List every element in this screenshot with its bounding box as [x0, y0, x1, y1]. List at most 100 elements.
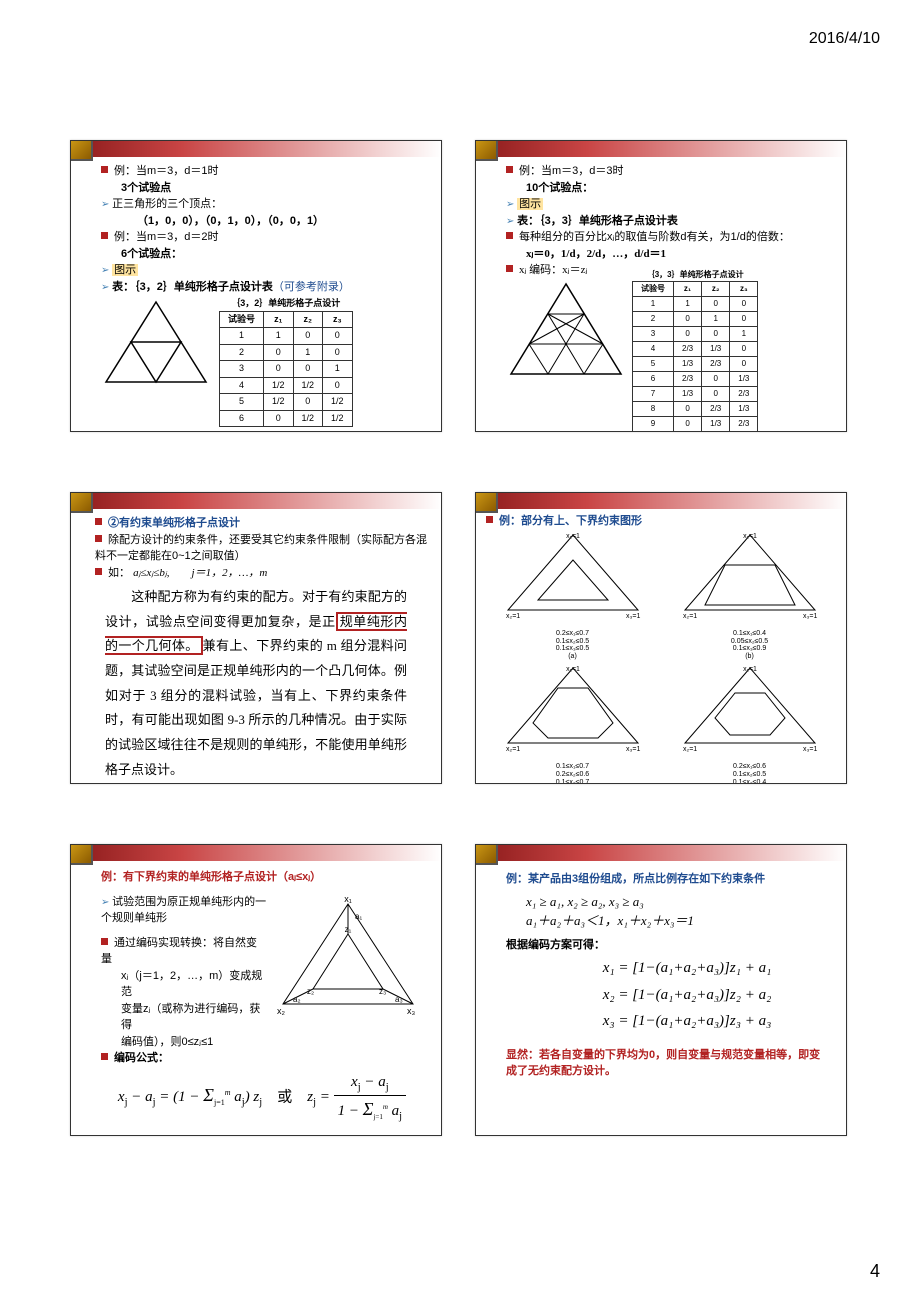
- design-table-33: 试验号z₁z₂z₃ 1100 2010 3001 42/31/30 51/32/…: [632, 281, 758, 433]
- line: 3个试验点: [121, 180, 423, 197]
- table-wrap: ｛3，3｝单纯形格子点设计 试验号z₁z₂z₃ 1100 2010 3001 4…: [632, 269, 758, 433]
- table-row: 41/21/20: [220, 377, 353, 394]
- table-row: 2010: [220, 344, 353, 361]
- line: 例：当m＝3，d＝1时: [101, 163, 423, 180]
- slide-body: ②有约束单纯形格子点设计 除配方设计的约束条件，还要受其它约束条件限制（实际配方…: [71, 509, 441, 784]
- svg-text:x₁: x₁: [344, 894, 352, 904]
- table-row: 2010: [633, 311, 758, 326]
- line: 通过编码实现转换：将自然变量: [101, 935, 267, 968]
- slide-header: [71, 141, 441, 157]
- svg-text:x₂=1: x₂=1: [506, 613, 520, 620]
- slide-header: [71, 493, 441, 509]
- figure-d: x₁=1x₂=1x₃=1 0.2≤x₁≤0.60.1≤x₂≤0.50.1≤x₃≤…: [663, 663, 836, 784]
- table-row: 802/31/3: [633, 401, 758, 416]
- line: 编码值），则0≤zⱼ≤1: [121, 1034, 267, 1051]
- equation: x₂ = [1−(a₁+a₂+a₃)]z₂ + a₂: [546, 984, 828, 1007]
- slide-6: 例：某产品由3组份组成，所点比例存在如下约束条件 x₁ ≥ a₁, x₂ ≥ a…: [475, 844, 847, 1136]
- line: xⱼ＝0，1/d，2/d，…，d/d＝1: [526, 246, 828, 263]
- svg-text:x₁=1: x₁=1: [743, 666, 757, 673]
- slide-body: 例：部分有上、下界约束图形 x₁=1x₂=1x₃=1 0.2≤x₁≤0.70.1…: [476, 509, 846, 784]
- table-caption: ｛3，3｝单纯形格子点设计: [632, 269, 758, 281]
- slide-4: 例：部分有上、下界约束图形 x₁=1x₂=1x₃=1 0.2≤x₁≤0.70.1…: [475, 492, 847, 784]
- slide-header: [71, 845, 441, 861]
- triangle-diagram: [101, 297, 211, 387]
- triangle-diagram-d3: [506, 279, 626, 379]
- slide-body: 例：有下界约束的单纯形格子点设计（aⱼ≤xⱼ） 试验范围为原正规单纯形内的一个规…: [71, 861, 441, 1136]
- line: 编码公式：: [101, 1050, 423, 1067]
- slide-header: [476, 141, 846, 157]
- table-row: 3001: [633, 326, 758, 341]
- equation: x₁ = [1−(a₁+a₂+a₃)]z₁ + a₁: [546, 957, 828, 980]
- constraint-figures: x₁=1x₂=1x₃=1 0.2≤x₁≤0.70.1≤x₂≤0.50.1≤x₃≤…: [486, 530, 836, 785]
- slides-grid: 例：当m＝3，d＝1时 3个试验点 正三角形的三个顶点： （1，0，0），（0，…: [70, 140, 850, 1136]
- svg-text:a₁: a₁: [355, 912, 362, 921]
- line: 例：部分有上、下界约束图形: [486, 513, 836, 530]
- table-caption: ｛3，2｝单纯形格子点设计: [219, 297, 353, 311]
- line: xⱼ（j＝1，2，…，m）变成规范: [121, 968, 267, 1001]
- encoding-formula: xj − aj = (1 − Σj=1m aj) zj 或 zj = xj − …: [101, 1071, 423, 1126]
- slide-2: 例：当m＝3，d＝3时 10个试验点： 图示 表：｛3，3｝单纯形格子点设计表 …: [475, 140, 847, 432]
- title: 例：某产品由3组份组成，所点比例存在如下约束条件: [506, 871, 828, 888]
- slide-3: ②有约束单纯形格子点设计 除配方设计的约束条件，还要受其它约束条件限制（实际配方…: [70, 492, 442, 784]
- slide-body: 例：某产品由3组份组成，所点比例存在如下约束条件 x₁ ≥ a₁, x₂ ≥ a…: [476, 861, 846, 1088]
- page: 2016/4/10 4 例：当m＝3，d＝1时 3个试验点 正三角形的三个顶点：…: [0, 0, 920, 1302]
- slide-body: 例：当m＝3，d＝3时 10个试验点： 图示 表：｛3，3｝单纯形格子点设计表 …: [476, 157, 846, 432]
- svg-text:a₃: a₃: [395, 995, 403, 1004]
- title: 例：有下界约束的单纯形格子点设计（aⱼ≤xⱼ）: [101, 869, 423, 886]
- line: 根据编码方案可得：: [506, 937, 828, 954]
- line: 10个试验点：: [526, 180, 828, 197]
- svg-text:x₃=1: x₃=1: [803, 746, 817, 753]
- date-label: 2016/4/10: [809, 30, 880, 48]
- table-row: 101/31/31/3: [633, 431, 758, 432]
- line: 图示: [101, 262, 423, 279]
- table-header-row: 试验号z₁z₂z₃: [633, 281, 758, 296]
- line: （1，0，0），（0，1，0），（0，0，1）: [137, 213, 423, 230]
- table-row: 51/32/30: [633, 356, 758, 371]
- svg-text:x₃=1: x₃=1: [626, 746, 640, 753]
- table-row: 1100: [220, 328, 353, 345]
- svg-text:x₂=1: x₂=1: [683, 746, 697, 753]
- table-row: 3001: [220, 361, 353, 378]
- line: 6个试验点：: [121, 246, 423, 263]
- line: 例：当m＝3，d＝2时: [101, 229, 423, 246]
- table-row: 51/201/2: [220, 394, 353, 411]
- svg-text:x₃: x₃: [407, 1006, 416, 1016]
- line: 图示: [506, 196, 828, 213]
- svg-text:x₁=1: x₁=1: [743, 533, 757, 540]
- svg-text:x₂=1: x₂=1: [506, 746, 520, 753]
- equation: x₃ = [1−(a₁+a₂+a₃)]z₃ + a₃: [546, 1010, 828, 1033]
- constraint: a₁＋a₂＋a₃＜1，x₁＋x₂＋x₃＝1: [526, 911, 828, 931]
- line: 正三角形的三个顶点：: [101, 196, 423, 213]
- table-row: 601/21/2: [220, 410, 353, 427]
- table-row: 901/32/3: [633, 416, 758, 431]
- slide-header: [476, 845, 846, 861]
- line: 试验范围为原正规单纯形内的一个规则单纯形: [101, 894, 267, 927]
- svg-text:x₂=1: x₂=1: [683, 613, 697, 620]
- coded-triangle-diagram: x₁ x₂ x₃ z₁ z₂ z₃ a₁a₂a₃: [273, 894, 423, 1024]
- svg-text:a₂: a₂: [293, 995, 301, 1004]
- line: ②有约束单纯形格子点设计: [95, 515, 427, 532]
- line: 每种组分的百分比xⱼ的取值与阶数d有关，为1/d的倍数：: [506, 229, 828, 246]
- line: 除配方设计的约束条件，还要受其它约束条件限制（实际配方各混料不一定都能在0~1之…: [95, 532, 427, 565]
- figure-b: x₁=1x₂=1x₃=1 0.1≤x₁≤0.40.05≤x₂≤0.50.1≤x₃…: [663, 530, 836, 661]
- table-row: 42/31/30: [633, 341, 758, 356]
- slide-body: 例：当m＝3，d＝1时 3个试验点 正三角形的三个顶点： （1，0，0），（0，…: [71, 157, 441, 432]
- slide-header: [476, 493, 846, 509]
- line: 例：当m＝3，d＝3时: [506, 163, 828, 180]
- design-table-32: 试验号z₁z₂z₃ 1100 2010 3001 41/21/20 51/201…: [219, 311, 353, 428]
- line: 变量zⱼ（或称为进行编码，获得: [121, 1001, 267, 1034]
- line: 表：｛3，3｝单纯形格子点设计表: [506, 213, 828, 230]
- page-number: 4: [870, 1261, 880, 1282]
- figure-c: x₁=1x₂=1x₃=1 0.1≤x₁≤0.70.2≤x₂≤0.60.1≤x₃≤…: [486, 663, 659, 784]
- note: 显然：若各自变量的下界均为0，则自变量与规范变量相等，即变成了无约束配方设计。: [506, 1047, 828, 1080]
- svg-text:x₃=1: x₃=1: [626, 613, 640, 620]
- paragraph: 这种配方称为有约束的配方。对于有约束配方的设计，试验点空间变得更加复杂，是正规单…: [85, 581, 427, 784]
- svg-text:x₁=1: x₁=1: [566, 533, 580, 540]
- svg-text:z₃: z₃: [379, 987, 386, 996]
- table-row: 62/301/3: [633, 371, 758, 386]
- table-wrap: ｛3，2｝单纯形格子点设计 试验号z₁z₂z₃ 1100 2010 3001 4…: [219, 297, 353, 427]
- line: 表：｛3，2｝单纯形格子点设计表（可参考附录）: [101, 279, 423, 296]
- table-row: 1100: [633, 296, 758, 311]
- slide-5: 例：有下界约束的单纯形格子点设计（aⱼ≤xⱼ） 试验范围为原正规单纯形内的一个规…: [70, 844, 442, 1136]
- constraint: x₁ ≥ a₁, x₂ ≥ a₂, x₃ ≥ a₃: [526, 892, 828, 912]
